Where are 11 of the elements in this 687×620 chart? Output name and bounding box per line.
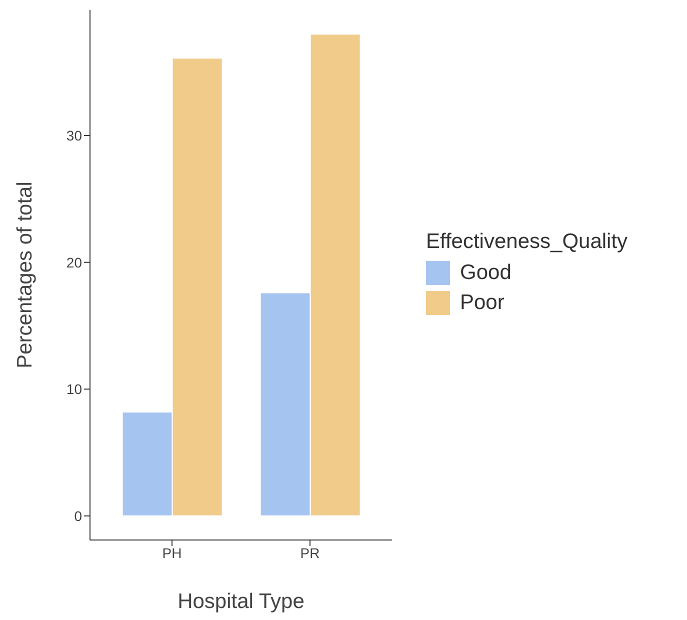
x-tick-label: PH xyxy=(162,544,182,561)
y-tick-label: 20 xyxy=(66,254,82,270)
legend-title: Effectiveness_Quality xyxy=(426,230,628,254)
legend-label: Good xyxy=(460,261,512,285)
x-axis-title: Hospital Type xyxy=(178,590,304,613)
x-tick-label: PR xyxy=(300,544,320,561)
y-axis-title: Percentages of total xyxy=(13,182,36,368)
y-tick-label: 0 xyxy=(74,508,82,524)
y-tick-label: 30 xyxy=(66,127,82,144)
y-tick-label: 10 xyxy=(66,381,82,398)
legend-label: Poor xyxy=(460,291,504,315)
